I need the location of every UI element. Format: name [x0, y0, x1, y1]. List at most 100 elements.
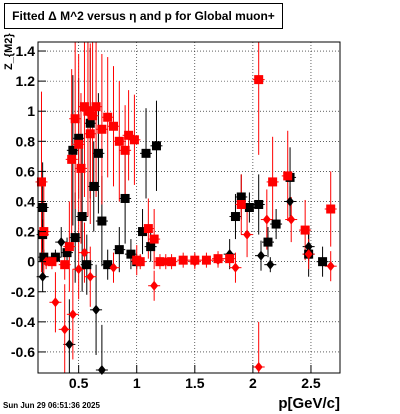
square-marker	[167, 257, 177, 267]
square-marker	[146, 242, 156, 252]
square-marker	[74, 139, 84, 149]
diamond-marker	[161, 256, 170, 267]
y-axis-label: Z_{M2}	[3, 33, 15, 70]
square-marker	[60, 260, 70, 270]
diamond-marker	[287, 214, 296, 225]
grid-lines	[38, 42, 340, 373]
square-marker	[39, 252, 49, 262]
square-marker	[79, 102, 89, 112]
diamond-marker	[80, 247, 89, 258]
y-tick-label: -0.2	[11, 284, 35, 300]
square-marker	[143, 224, 153, 234]
diamond-marker	[326, 261, 335, 272]
square-marker	[225, 254, 235, 264]
square-marker	[326, 204, 336, 214]
plot-frame	[37, 41, 341, 374]
square-marker	[76, 163, 86, 173]
x-tick-label: 1.5	[185, 375, 205, 391]
x-tick-label: 2.5	[301, 375, 321, 391]
square-marker	[67, 154, 77, 164]
x-tick-label: 0.5	[69, 375, 89, 391]
square-marker	[114, 136, 124, 146]
square-marker	[91, 102, 101, 112]
diamond-marker	[257, 250, 266, 261]
y-tick-label: -0.4	[11, 314, 35, 330]
diamond-marker	[92, 304, 101, 315]
y-tick-label: 1.2	[16, 73, 36, 89]
square-marker	[271, 219, 281, 229]
chart-title: Fitted Δ M^2 versus η and p for Global m…	[4, 3, 283, 29]
square-marker	[74, 133, 84, 143]
x-axis-label: p[GeV/c]	[278, 395, 340, 412]
diamond-marker	[286, 196, 295, 207]
y-tick-label: 1.4	[16, 43, 36, 59]
y-tick-label: 0.6	[16, 163, 36, 179]
square-marker	[155, 257, 165, 267]
diamond-marker	[231, 262, 240, 273]
diamond-marker	[60, 324, 69, 335]
square-marker	[149, 234, 159, 244]
diamond-marker	[68, 309, 77, 320]
diamond-marker	[262, 214, 271, 225]
square-marker	[62, 248, 72, 258]
square-marker	[36, 177, 46, 187]
square-marker	[88, 111, 98, 121]
diamond-marker	[150, 280, 159, 291]
y-tick-label: 0.4	[16, 193, 36, 209]
square-marker	[97, 216, 107, 226]
square-marker	[103, 260, 113, 270]
diamond-marker	[38, 271, 47, 282]
diamond-marker	[190, 256, 199, 267]
error-bars	[35, 42, 337, 373]
timestamp: Sun Jun 29 06:51:36 2025	[3, 401, 100, 410]
axis-ticks: 0.5 1 1.5 2 2.5 -0.6 -0.4 -0.2 0 0.2 0.4 0.6 0.8 1 1.2…	[11, 43, 321, 391]
y-tick-label: 0.8	[16, 133, 36, 149]
square-marker	[70, 114, 80, 124]
square-marker	[114, 245, 124, 255]
data-markers	[36, 75, 336, 375]
square-marker	[126, 249, 136, 259]
square-marker	[103, 112, 113, 122]
x-tick-label: 2	[249, 375, 257, 391]
square-marker	[129, 135, 139, 145]
square-marker	[254, 199, 264, 209]
square-marker	[120, 193, 130, 203]
diamond-marker	[74, 264, 83, 275]
diamond-marker	[109, 262, 118, 273]
diamond-marker	[304, 241, 313, 252]
square-marker	[201, 255, 211, 265]
y-tick-label: 0.2	[16, 224, 36, 240]
square-marker	[68, 145, 78, 155]
diamond-marker	[51, 297, 60, 308]
diamond-marker	[65, 339, 74, 350]
square-marker	[138, 227, 148, 237]
square-marker	[178, 255, 188, 265]
diamond-marker	[86, 271, 95, 282]
square-marker	[38, 203, 48, 212]
square-marker	[263, 237, 273, 247]
x-tick-label: 1	[133, 375, 141, 391]
diamond-marker	[214, 255, 223, 266]
square-marker	[236, 199, 246, 209]
diamond-marker	[266, 259, 275, 270]
square-marker	[77, 212, 87, 222]
y-tick-label: 0	[27, 254, 35, 270]
square-marker	[283, 171, 293, 181]
square-marker	[318, 257, 328, 267]
square-marker	[124, 130, 134, 140]
square-marker	[70, 233, 80, 243]
square-marker	[236, 192, 246, 202]
diamond-marker	[57, 237, 66, 248]
square-marker	[93, 148, 103, 158]
square-marker	[141, 148, 151, 158]
diamond-marker	[304, 249, 313, 260]
square-marker	[300, 225, 310, 235]
square-marker	[50, 252, 60, 262]
y-tick-label: -0.6	[11, 344, 35, 360]
square-marker	[64, 242, 74, 252]
square-marker	[82, 260, 92, 270]
square-marker	[120, 145, 130, 155]
square-marker	[151, 141, 161, 151]
diamond-marker	[243, 229, 252, 240]
